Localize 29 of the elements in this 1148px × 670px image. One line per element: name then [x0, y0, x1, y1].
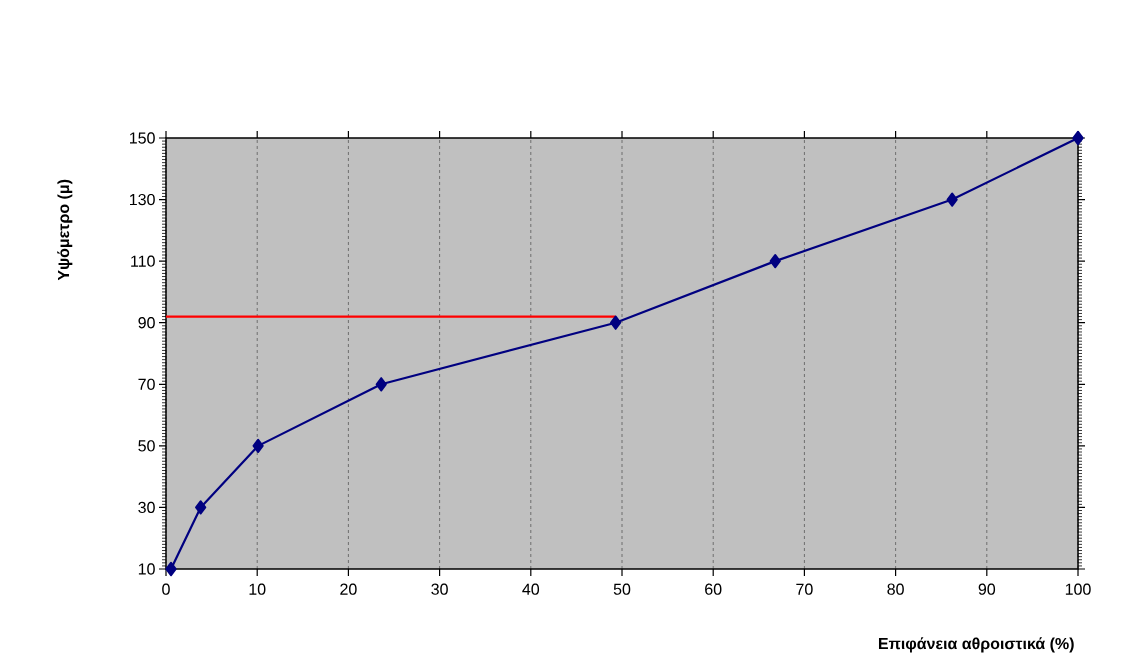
point	[252, 438, 264, 453]
point	[165, 561, 177, 577]
point	[946, 192, 958, 207]
x-tick-label: 40	[522, 583, 540, 595]
y-tick-label: 150	[130, 132, 155, 144]
x-tick-label: 70	[796, 583, 813, 595]
point	[610, 315, 622, 330]
x-tick-label: 0	[162, 583, 170, 595]
y-tick-label: 110	[131, 255, 155, 267]
x-tick-label: 60	[705, 583, 722, 595]
y-tick-label: 50	[138, 440, 155, 452]
x-tick-label: 80	[887, 583, 904, 595]
point	[375, 377, 387, 392]
y-tick-label: 90	[138, 317, 155, 329]
x-tick-label: 90	[978, 583, 996, 595]
x-tick-label: 20	[340, 583, 357, 595]
y-tick-label: 70	[138, 378, 155, 390]
y-tick-label: 10	[138, 563, 155, 575]
point	[195, 500, 207, 515]
x-tick-label: 50	[613, 583, 631, 595]
point	[769, 254, 781, 269]
x-tick-label: 10	[249, 583, 266, 595]
point	[1072, 130, 1084, 146]
y-tick-label: 130	[130, 193, 155, 206]
y-axis-title: Υψόμετρο (μ)	[57, 179, 73, 281]
x-tick-label: 100	[1065, 583, 1091, 595]
y-tick-label: 30	[138, 501, 155, 514]
x-tick-label: 30	[431, 583, 448, 595]
x-axis-title: Επιφάνεια αθροιστικά (%)	[878, 637, 1074, 653]
